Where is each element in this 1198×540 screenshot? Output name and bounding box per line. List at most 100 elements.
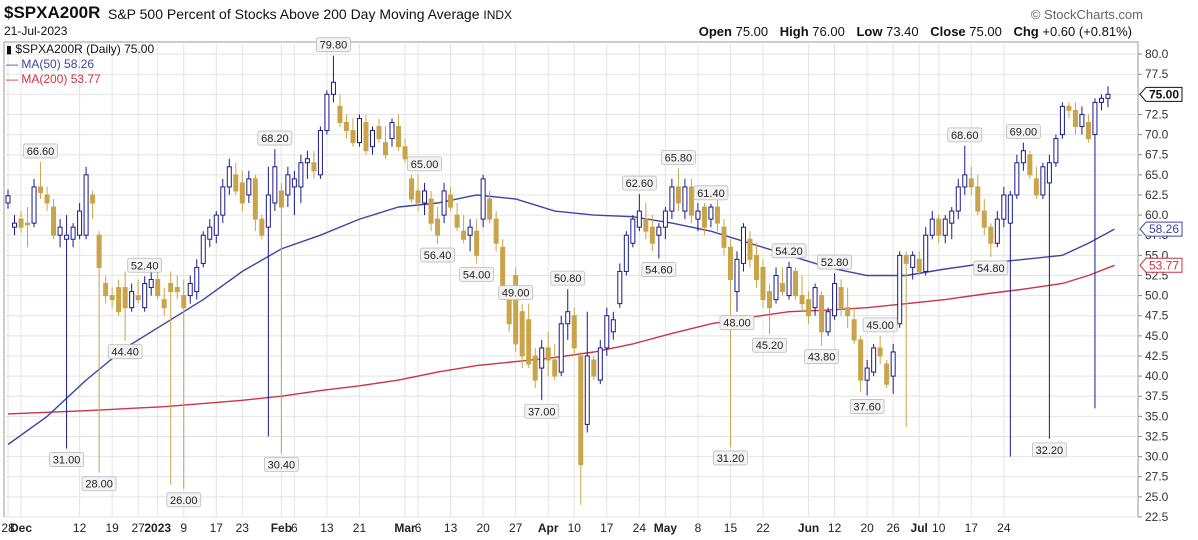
candle: [168, 271, 174, 485]
candle: [376, 118, 382, 143]
value-callout: 79.80: [316, 37, 351, 53]
candle: [487, 190, 493, 224]
ma50-badge-shape: [1139, 221, 1183, 237]
candle-body: [1046, 162, 1052, 184]
y-tick-label: 60.0: [1145, 208, 1169, 222]
candle-body: [923, 234, 929, 272]
candle-body: [669, 186, 675, 212]
y-tick-label: 70.0: [1145, 128, 1169, 142]
candle: [584, 311, 590, 433]
candle-body: [708, 206, 714, 220]
value-callout: 43.80: [804, 349, 839, 364]
x-tick-label: 10: [568, 521, 582, 535]
callout-box: [621, 175, 657, 191]
candle: [116, 279, 122, 316]
candle-body: [890, 351, 896, 377]
x-tick-label: 13: [320, 521, 334, 535]
candle: [806, 291, 812, 324]
candle: [226, 158, 232, 195]
callout-box: [459, 266, 495, 282]
candle: [383, 126, 389, 159]
candle-body: [617, 270, 623, 305]
candle-body: [291, 178, 297, 188]
candle-body: [552, 359, 558, 377]
y-tick-label: 47.5: [1145, 309, 1169, 323]
candle-body: [64, 234, 70, 240]
candle-body: [90, 194, 96, 204]
candle: [220, 178, 226, 224]
candle-body: [487, 198, 493, 220]
candle-body: [396, 126, 402, 148]
callout-label: 52.80: [821, 257, 849, 269]
candle-body: [441, 190, 447, 216]
callout-label: 54.60: [645, 265, 673, 277]
y-tick-label: 25.0: [1145, 490, 1169, 504]
candle-body: [265, 194, 271, 228]
ma200-badge-label: 53.77: [1149, 258, 1179, 272]
candle-body: [597, 347, 603, 381]
ma50-badge-label: 58.26: [1149, 222, 1179, 236]
callout-box: [973, 260, 1009, 276]
candle: [441, 182, 447, 224]
candle: [1046, 154, 1052, 439]
candle: [988, 223, 994, 257]
candle: [838, 279, 844, 316]
candle-body: [955, 186, 961, 212]
candle: [897, 251, 903, 328]
candle-body: [461, 230, 467, 240]
legend-ma200-label: MA(200) 53.77: [21, 72, 101, 86]
callout-box: [127, 257, 163, 273]
candle-body: [330, 81, 336, 95]
callout-label: 49.00: [502, 288, 530, 300]
candle: [129, 283, 135, 312]
candle-body: [773, 274, 779, 301]
x-tick-label: 27: [509, 521, 523, 535]
candle: [1066, 102, 1072, 119]
candle: [845, 287, 851, 328]
candle: [734, 251, 740, 312]
candle: [1105, 86, 1111, 108]
candle: [630, 215, 636, 248]
y-tick-label: 42.5: [1145, 349, 1169, 363]
candle-body: [18, 218, 24, 228]
candle: [975, 174, 981, 216]
chart-description: S&P 500 Percent of Stocks Above 200 Day …: [108, 6, 512, 22]
callout-label: 50.80: [554, 273, 582, 285]
callout-label: 54.20: [775, 246, 803, 258]
candle-body: [181, 295, 187, 309]
candle-body: [174, 287, 180, 293]
callout-box: [23, 143, 58, 159]
candle: [1098, 94, 1104, 111]
x-tick-label: 27: [131, 521, 145, 535]
candle: [207, 219, 213, 248]
callout-label: 30.40: [268, 459, 296, 471]
candle: [415, 174, 421, 212]
value-callout: 62.60: [621, 175, 657, 191]
candle: [64, 215, 70, 449]
callout-label: 56.40: [424, 250, 452, 262]
candle-body: [656, 226, 662, 236]
callout-label: 65.80: [665, 152, 693, 164]
candle-body: [780, 283, 786, 293]
y-tick-label: 30.0: [1145, 450, 1169, 464]
candle: [155, 267, 161, 300]
candle-body: [285, 174, 291, 196]
candle: [714, 194, 720, 232]
y-tick-label: 67.5: [1145, 148, 1169, 162]
candle: [675, 168, 681, 212]
candle: [552, 343, 558, 381]
candle: [246, 170, 252, 204]
y-tick-label: 40.0: [1145, 369, 1169, 383]
candle: [669, 178, 675, 220]
value-callout: 45.00: [862, 317, 898, 333]
callout-box: [1031, 442, 1067, 458]
value-callout: 61.40: [693, 185, 729, 201]
callout-box: [81, 476, 117, 492]
candle-body: [1072, 109, 1078, 128]
candle-body: [493, 218, 499, 244]
candle: [239, 170, 245, 212]
candle: [1014, 154, 1020, 199]
y-tick-label: 72.5: [1145, 107, 1169, 121]
candle: [825, 307, 831, 336]
